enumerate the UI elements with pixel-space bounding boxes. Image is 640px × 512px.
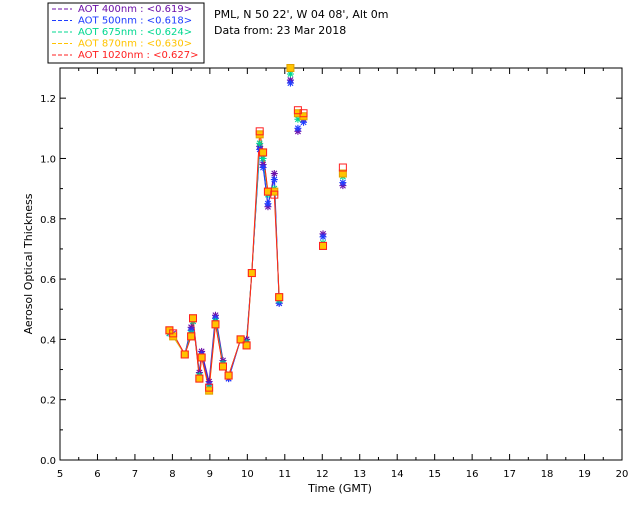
- legend-label: AOT 400nm : <0.619>: [78, 4, 192, 15]
- marker-1020nm: [187, 332, 196, 341]
- marker-870nm: [180, 350, 189, 359]
- x-tick-label: 13: [353, 469, 366, 480]
- y-tick-label: 0.4: [40, 335, 56, 346]
- x-axis-title: Time (GMT): [307, 482, 372, 495]
- series-line-0: [169, 146, 280, 382]
- marker-675nm: [256, 139, 264, 147]
- x-tick-label: 9: [207, 469, 213, 480]
- y-tick-label: 0.6: [40, 275, 56, 286]
- late-marker-870nm: [338, 169, 347, 178]
- marker-1020nm: [247, 269, 256, 278]
- marker-1020nm: [242, 341, 251, 350]
- x-tick-label: 8: [169, 469, 175, 480]
- series-marks: [165, 64, 347, 395]
- x-tick-label: 14: [391, 469, 404, 480]
- late-marker-500nm: [294, 124, 302, 132]
- marker-1020nm: [255, 127, 264, 136]
- x-tick-label: 18: [541, 469, 554, 480]
- marker-870nm: [189, 314, 198, 323]
- late-marker-870nm: [319, 241, 328, 250]
- site-title: PML, N 50 22', W 04 08', Alt 0m: [214, 8, 388, 21]
- y-axis-title: Aerosol Optical Thickness: [22, 193, 35, 334]
- y-tick-label: 0.2: [40, 396, 56, 407]
- marker-1020nm: [195, 374, 204, 383]
- y-tick-label: 1.0: [40, 154, 56, 165]
- y-tick-label: 0.0: [40, 456, 56, 467]
- marker-870nm: [259, 148, 268, 157]
- marker-1020nm: [236, 335, 245, 344]
- marker-870nm: [247, 269, 256, 278]
- legend-label: AOT 1020nm : <0.627>: [78, 50, 198, 61]
- marker-870nm: [224, 371, 233, 380]
- marker-1020nm: [211, 320, 220, 329]
- marker-1020nm: [180, 350, 189, 359]
- legend-box: [47, 2, 205, 64]
- marker-870nm: [211, 320, 220, 329]
- late-marker-1020nm: [299, 109, 308, 118]
- legend: AOT 400nm : <0.619>AOT 500nm : <0.618>AO…: [47, 2, 205, 64]
- marker-870nm: [187, 332, 196, 341]
- late-marker-870nm: [286, 64, 295, 72]
- plot-frame: [59, 67, 623, 461]
- x-tick-label: 17: [503, 469, 516, 480]
- marker-870nm: [275, 293, 284, 302]
- axes: 5 6 7 8 9 10 11 12 13 14 15 16 17 18 19 20 0.0 0.2 0.4 0.6 0…: [40, 67, 629, 480]
- marker-500nm: [270, 176, 278, 184]
- marker-1020nm: [259, 148, 268, 157]
- date-label: Data from: 23 Mar 2018: [214, 24, 346, 37]
- y-tick-label: 1.2: [40, 94, 56, 105]
- late-marker-675nm: [286, 70, 294, 78]
- x-tick-label: 6: [94, 469, 100, 480]
- x-tick-label: 5: [57, 469, 63, 480]
- legend-label: AOT 675nm : <0.624>: [78, 27, 192, 38]
- marker-1020nm: [189, 314, 198, 323]
- marker-1020nm: [270, 190, 279, 199]
- marker-870nm: [195, 374, 204, 383]
- marker-1020nm: [224, 371, 233, 380]
- late-marker-500nm: [319, 233, 327, 241]
- marker-1020nm: [205, 383, 214, 392]
- marker-500nm: [259, 164, 267, 172]
- legend-label: AOT 500nm : <0.618>: [78, 16, 192, 27]
- marker-1020nm: [169, 329, 178, 338]
- y-tick-label: 0.8: [40, 215, 56, 226]
- marker-1020nm: [218, 362, 227, 371]
- marker-870nm: [197, 353, 206, 362]
- x-tick-label: 12: [316, 469, 329, 480]
- marker-500nm: [264, 200, 272, 208]
- marker-400nm: [270, 170, 278, 178]
- x-tick-label: 20: [616, 469, 629, 480]
- x-tick-label: 16: [466, 469, 479, 480]
- marker-1020nm: [197, 353, 206, 362]
- x-tick-label: 11: [278, 469, 291, 480]
- legend-label: AOT 870nm : <0.630>: [78, 39, 192, 50]
- late-marker-500nm: [339, 179, 347, 187]
- x-tick-label: 19: [578, 469, 591, 480]
- late-marker-1020nm: [319, 241, 328, 250]
- x-tick-label: 7: [132, 469, 138, 480]
- late-marker-1020nm: [338, 163, 347, 172]
- x-tick-label: 15: [428, 469, 441, 480]
- marker-1020nm: [275, 293, 284, 302]
- late-marker-500nm: [286, 79, 294, 87]
- marker-870nm: [218, 362, 227, 371]
- x-tick-label: 10: [241, 469, 254, 480]
